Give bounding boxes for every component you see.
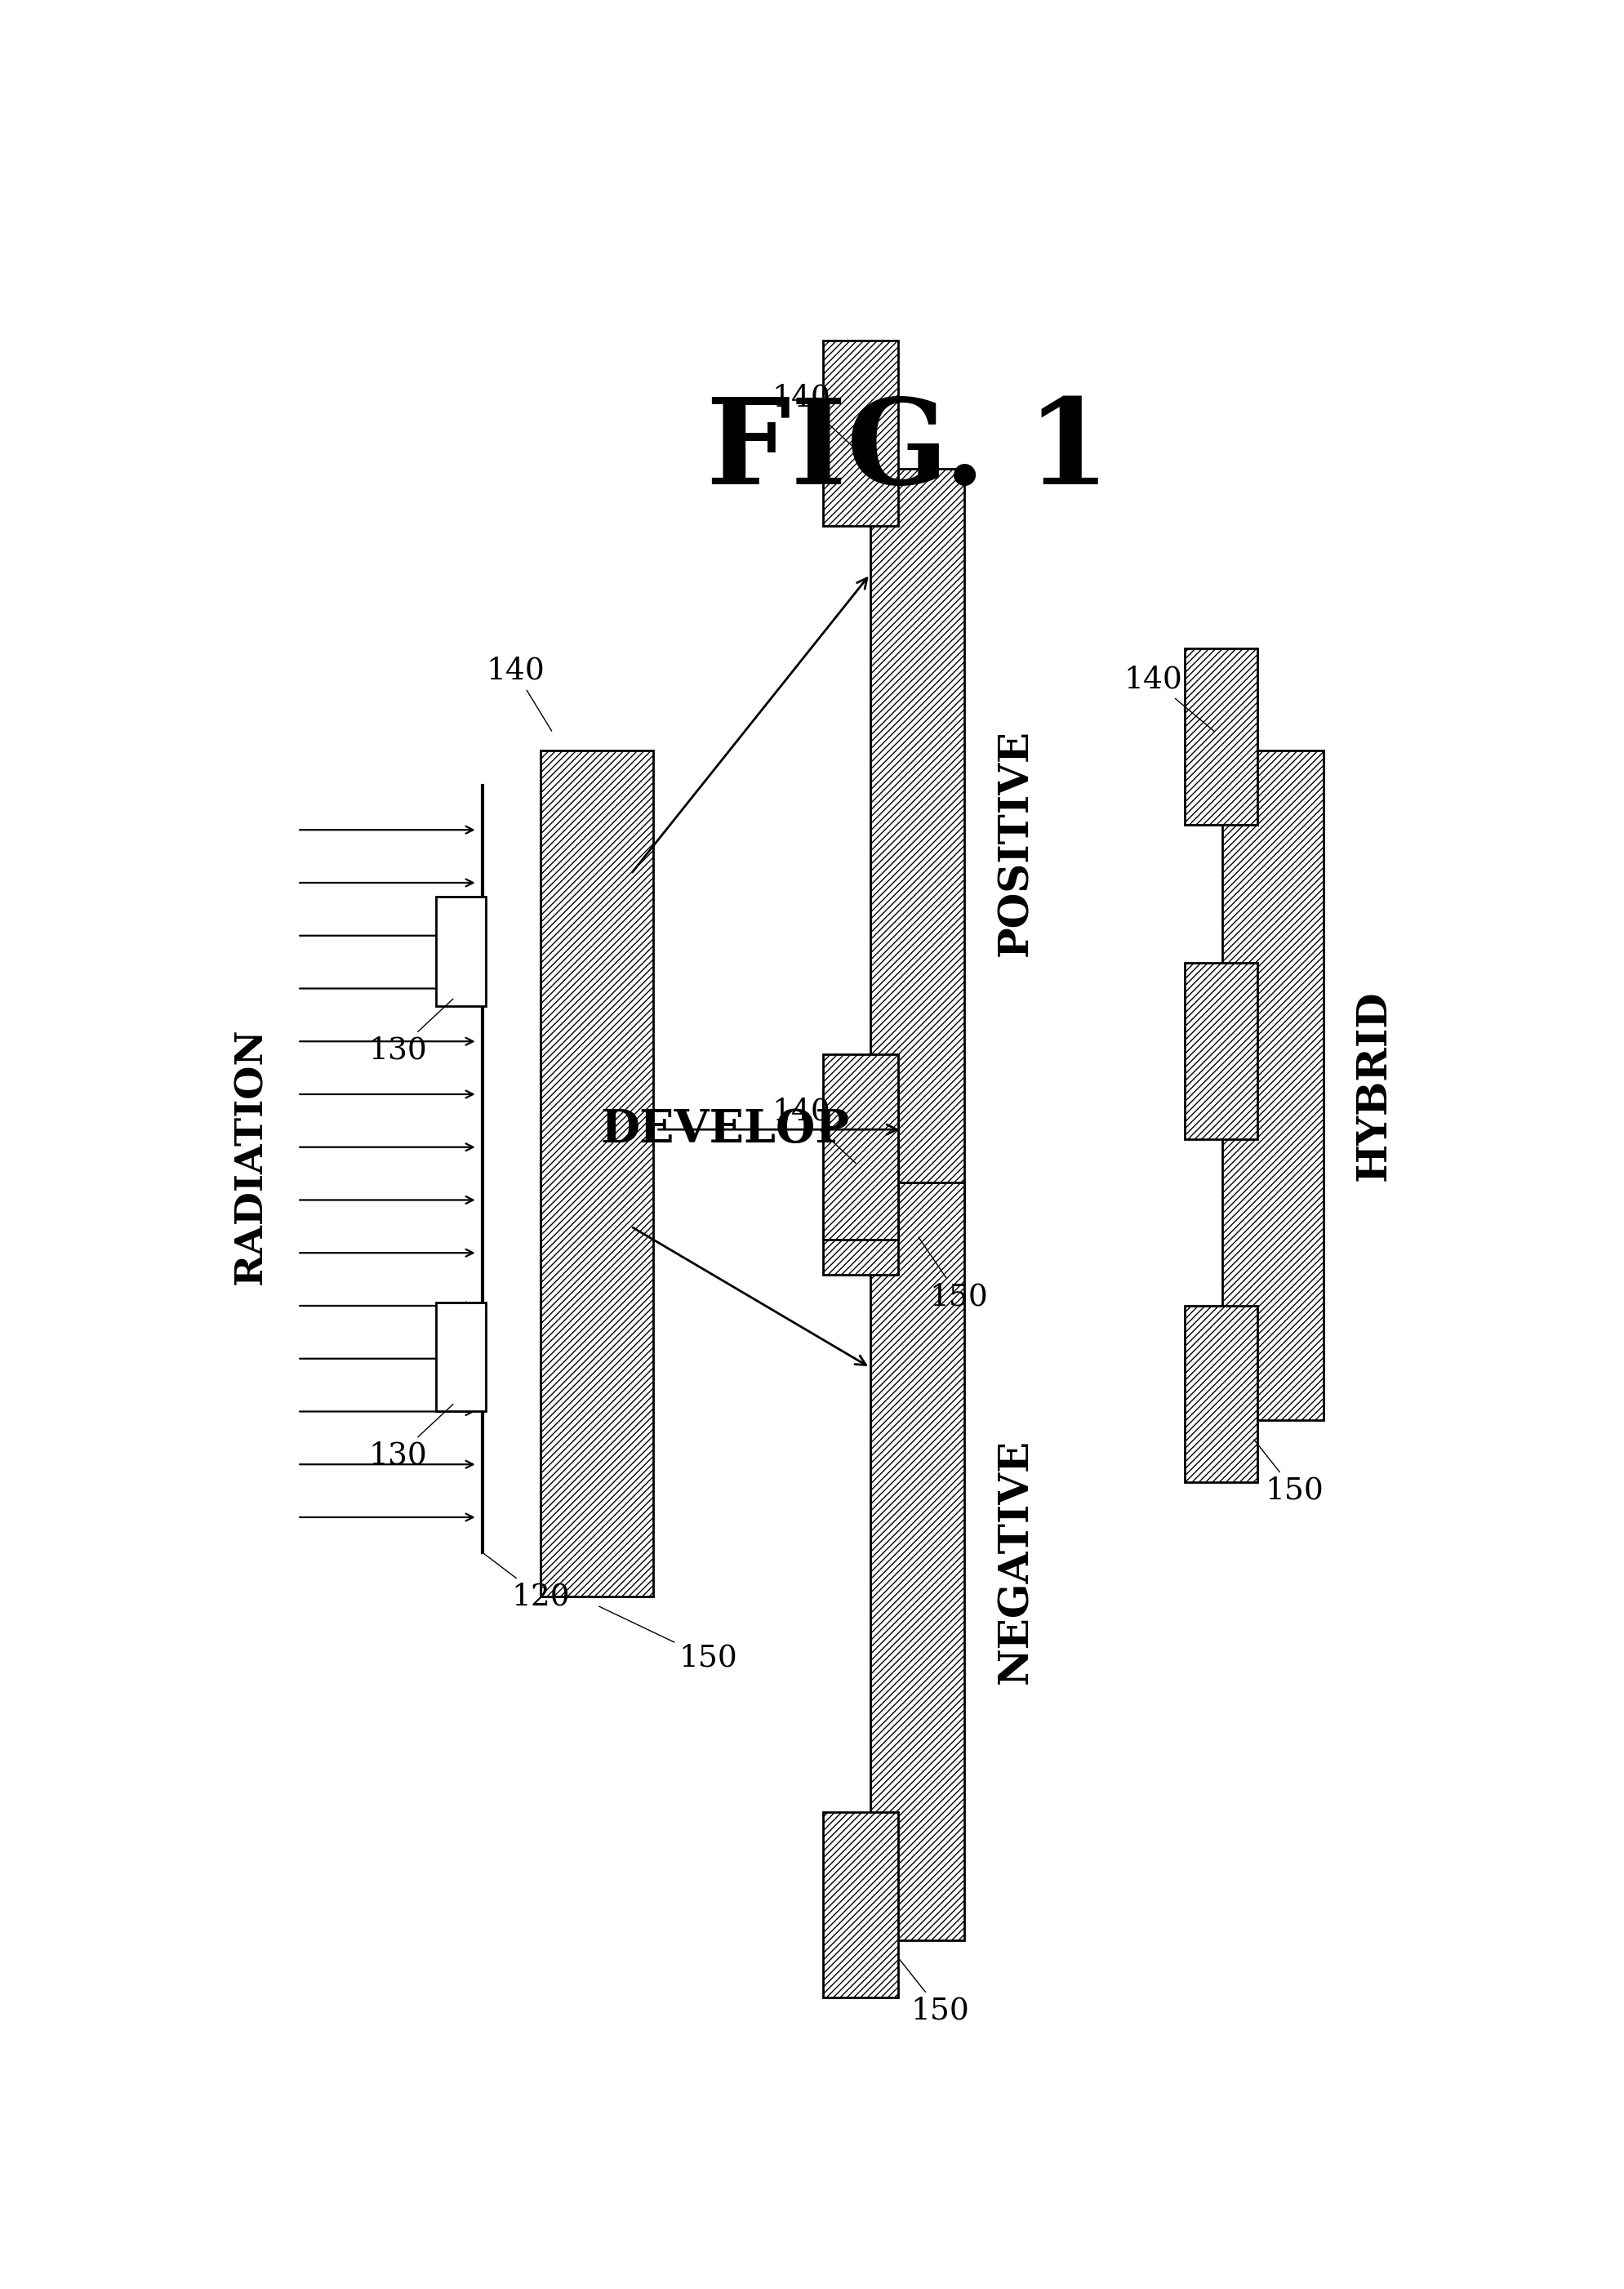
Bar: [1186, 1305, 1257, 1481]
Text: 130: 130: [369, 998, 453, 1064]
Bar: [541, 751, 653, 1598]
Text: 150: 150: [599, 1607, 737, 1673]
Text: 120: 120: [484, 1554, 570, 1611]
Bar: [823, 1090, 898, 1275]
Bar: [823, 341, 898, 526]
Text: NEGATIVE: NEGATIVE: [996, 1440, 1036, 1685]
Bar: [870, 469, 965, 1218]
Text: HYBRID: HYBRID: [1354, 991, 1395, 1181]
Bar: [435, 1302, 486, 1412]
Text: FIG. 1: FIG. 1: [706, 394, 1109, 508]
Text: 150: 150: [900, 1959, 970, 2026]
Bar: [823, 1813, 898, 1998]
Text: POSITIVE: POSITIVE: [996, 730, 1036, 957]
Bar: [870, 1183, 965, 1941]
Bar: [1186, 648, 1257, 824]
Text: 140: 140: [1124, 666, 1215, 732]
Text: 150: 150: [1254, 1440, 1324, 1506]
Text: 140: 140: [771, 1096, 856, 1163]
Text: 140: 140: [486, 657, 552, 730]
Text: 140: 140: [771, 382, 856, 449]
Text: DEVELOP: DEVELOP: [601, 1108, 849, 1151]
Bar: [823, 1055, 898, 1241]
Bar: [435, 897, 486, 1007]
Text: RADIATION: RADIATION: [232, 1028, 270, 1284]
Bar: [1186, 964, 1257, 1140]
Text: 150: 150: [919, 1236, 989, 1312]
Bar: [1223, 751, 1324, 1419]
Text: 130: 130: [369, 1403, 453, 1470]
